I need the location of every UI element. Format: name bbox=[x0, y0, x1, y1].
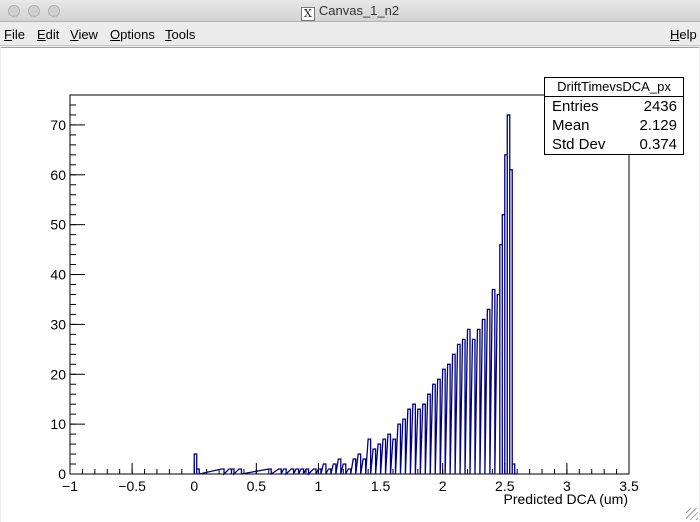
menu-bar: File Edit View Options Tools Help bbox=[0, 22, 700, 46]
minimize-window-button[interactable] bbox=[28, 5, 40, 17]
window-title: X Canvas_1_n2 bbox=[0, 3, 700, 21]
stats-title: DriftTimevsDCA_px bbox=[545, 78, 683, 97]
y-tick-label: 30 bbox=[50, 316, 66, 332]
x-tick-label: 2 bbox=[439, 478, 447, 494]
x-tick-label: −1 bbox=[62, 478, 78, 494]
stats-box[interactable]: DriftTimevsDCA_px Entries 2436 Mean 2.12… bbox=[544, 77, 684, 155]
menu-edit[interactable]: Edit bbox=[37, 27, 60, 42]
window-titlebar: X Canvas_1_n2 bbox=[0, 0, 700, 22]
zoom-window-button[interactable] bbox=[48, 5, 60, 17]
menu-options[interactable]: Options bbox=[110, 27, 155, 42]
y-tick-label: 50 bbox=[50, 217, 66, 233]
x-tick-label: −0.5 bbox=[118, 478, 146, 494]
x-axis: −1 −0.5 0 0.5 1 1.5 2 2.5 3 3.5 bbox=[62, 463, 639, 494]
menu-help[interactable]: Help bbox=[670, 27, 697, 42]
stats-stddev-value: 0.374 bbox=[639, 136, 677, 153]
menu-tools[interactable]: Tools bbox=[165, 27, 196, 42]
x-tick-label: 0 bbox=[190, 478, 198, 494]
y-tick-label: 20 bbox=[50, 366, 66, 382]
x-tick-label: 1 bbox=[315, 478, 323, 494]
y-tick-label: 70 bbox=[50, 117, 66, 133]
x-tick-label: 1.5 bbox=[371, 478, 391, 494]
y-tick-label: 40 bbox=[50, 267, 66, 283]
x-tick-label: 2.5 bbox=[495, 478, 515, 494]
stats-stddev-label: Std Dev bbox=[552, 136, 606, 153]
stats-entries-label: Entries bbox=[552, 98, 599, 115]
stats-row-stddev: Std Dev 0.374 bbox=[545, 135, 683, 154]
window-title-text: Canvas_1_n2 bbox=[318, 3, 400, 18]
y-tick-label: 0 bbox=[58, 466, 66, 482]
menu-view[interactable]: View bbox=[70, 27, 98, 42]
y-tick-label: 60 bbox=[50, 167, 66, 183]
x-tick-label: 3 bbox=[563, 478, 571, 494]
x-tick-label: 3.5 bbox=[619, 478, 639, 494]
x-axis-label: Predicted DCA (um) bbox=[504, 491, 628, 507]
x-tick-label: 0.5 bbox=[247, 478, 267, 494]
resize-grip[interactable] bbox=[686, 508, 698, 520]
stats-entries-value: 2436 bbox=[643, 98, 677, 115]
stats-row-entries: Entries 2436 bbox=[545, 97, 683, 116]
y-tick-label: 10 bbox=[50, 416, 66, 432]
stats-row-mean: Mean 2.129 bbox=[545, 116, 683, 135]
y-axis: 0 10 20 30 40 50 60 70 bbox=[50, 94, 85, 482]
histogram-line bbox=[193, 114, 518, 476]
stats-mean-value: 2.129 bbox=[639, 117, 677, 134]
stats-mean-label: Mean bbox=[552, 117, 590, 134]
close-window-button[interactable] bbox=[8, 5, 20, 17]
menu-file[interactable]: File bbox=[4, 27, 25, 42]
x11-app-icon: X bbox=[300, 7, 315, 21]
